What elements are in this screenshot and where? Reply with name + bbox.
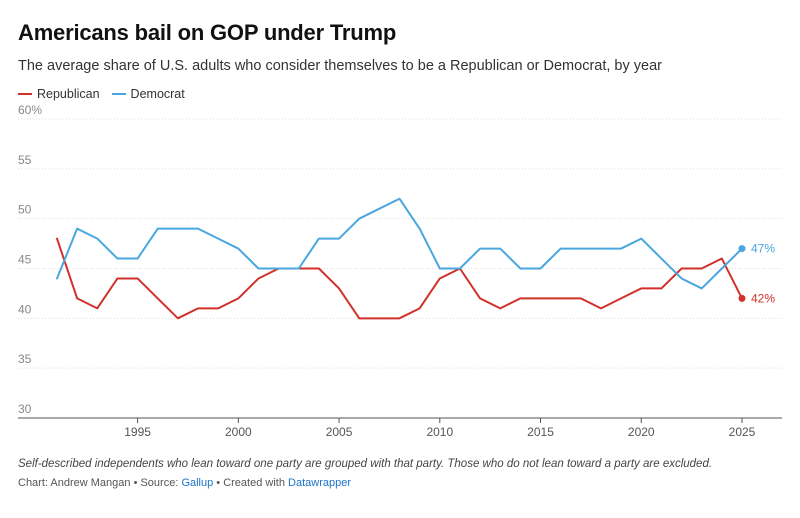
legend-label-republican: Republican — [37, 87, 100, 101]
end-point-republican — [738, 294, 746, 302]
chart-subtitle: The average share of U.S. adults who con… — [18, 58, 662, 74]
line-chart: 60% 55 50 45 40 35 30 1995 2000 2005 2010 2015 2020… — [18, 103, 782, 439]
legend-item-democrat: Democrat — [111, 87, 185, 101]
series-lines: 42% 47% — [56, 197, 775, 320]
y-tick-label: 35 — [18, 352, 32, 366]
y-tick-label: 55 — [18, 153, 32, 167]
legend: Republican Democrat — [18, 87, 197, 101]
series-line-republican — [56, 237, 743, 320]
credits-prefix: Chart: Andrew Mangan • Source: — [18, 477, 182, 489]
y-tick-label: 60% — [18, 103, 42, 117]
credits-middle: • Created with — [213, 477, 289, 489]
x-axis: 1995 2000 2005 2010 2015 2020 2025 — [124, 418, 756, 439]
legend-item-republican: Republican — [18, 87, 100, 101]
series-line-democrat — [56, 197, 743, 290]
grid-lines — [18, 118, 782, 419]
x-tick-label: 1995 — [124, 425, 151, 439]
credits: Chart: Andrew Mangan • Source: Gallup • … — [18, 477, 351, 489]
x-tick-label: 2010 — [426, 425, 453, 439]
x-tick-label: 2020 — [628, 425, 655, 439]
y-tick-label: 40 — [18, 302, 32, 316]
chart-title: Americans bail on GOP under Trump — [18, 20, 397, 45]
x-tick-label: 2005 — [326, 425, 353, 439]
source-link[interactable]: Gallup — [181, 477, 214, 489]
footnote: Self-described independents who lean tow… — [18, 458, 713, 470]
y-tick-label: 30 — [18, 402, 32, 416]
end-label-republican: 42% — [751, 291, 775, 305]
end-point-democrat — [738, 245, 746, 253]
legend-swatch-democrat — [111, 93, 126, 95]
datawrapper-link[interactable]: Datawrapper — [288, 477, 351, 489]
legend-swatch-republican — [18, 93, 32, 95]
legend-label-democrat: Democrat — [130, 87, 185, 101]
x-tick-label: 2015 — [527, 425, 554, 439]
y-axis-labels: 60% 55 50 45 40 35 30 — [18, 103, 42, 416]
end-label-democrat: 47% — [751, 242, 775, 256]
y-tick-label: 50 — [18, 203, 32, 217]
x-tick-label: 2025 — [729, 425, 756, 439]
x-tick-label: 2000 — [225, 425, 252, 439]
y-tick-label: 45 — [18, 253, 32, 267]
